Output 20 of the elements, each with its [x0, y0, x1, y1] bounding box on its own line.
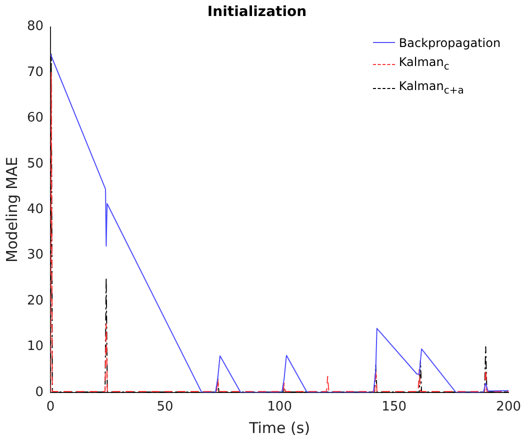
chart-title: Initialization — [207, 4, 307, 20]
x-tick-label: 0 — [46, 400, 55, 415]
x-tick-label: 150 — [382, 400, 406, 415]
legend-label: Backpropagation — [398, 34, 501, 51]
y-tick-label: 80 — [26, 19, 44, 34]
y-tick-label: 20 — [26, 293, 44, 308]
x-tick-label: 50 — [156, 400, 174, 415]
x-tick-label: 200 — [496, 400, 522, 415]
y-tick-label: 60 — [26, 110, 44, 126]
y-tick-label: 50 — [26, 156, 44, 172]
y-axis-title: Modeling MAE — [2, 156, 21, 262]
y-tick-label: 40 — [26, 202, 44, 217]
x-axis-title: Time (s) — [248, 418, 310, 437]
legend-label: Kalman$_{c}$ — [398, 54, 450, 74]
y-tick-label: 30 — [26, 248, 44, 263]
legend-label: Kalman$_{c+a}$ — [398, 78, 464, 99]
y-tick-label: 0 — [35, 384, 44, 400]
y-tick-label: 70 — [26, 64, 44, 80]
y-tick-label: 10 — [26, 339, 44, 354]
x-tick-label: 100 — [267, 400, 292, 415]
